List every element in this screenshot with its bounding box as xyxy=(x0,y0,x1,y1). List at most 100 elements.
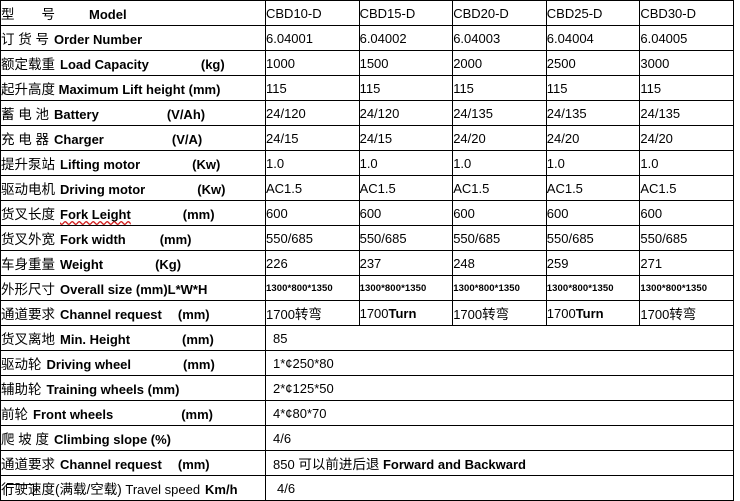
spec-value-cell: 6.04004 xyxy=(546,25,641,51)
spec-value-cell-merged: 85 xyxy=(265,325,734,351)
spec-value-cell: 550/685 xyxy=(265,225,360,251)
spec-value-cell: 550/685 xyxy=(359,225,454,251)
spec-value-cell: 550/685 xyxy=(546,225,641,251)
spec-label-english: Weight xyxy=(60,257,104,272)
spec-value-cell: 3000 xyxy=(639,50,734,76)
table-row: 前轮 Front wheels (mm) 4*¢80*70 xyxy=(0,400,734,426)
spec-label-chinese: 货叉离地 xyxy=(1,332,55,347)
spec-label-cell: 辅助轮 Training wheels (mm) xyxy=(0,375,266,401)
spec-label-chinese: 提升泵站 xyxy=(1,157,55,172)
spec-label-english: Front wheels xyxy=(33,407,114,422)
spec-value-cell: AC1.5 xyxy=(639,175,734,201)
spec-label-english: Fork Leight xyxy=(60,207,131,222)
spec-label-unit: (V/Ah) xyxy=(166,107,206,122)
spec-value-cell: 24/15 xyxy=(265,125,360,151)
spec-value-cell: 2000 xyxy=(452,50,547,76)
spec-label-english: Battery xyxy=(54,107,99,122)
spec-value-cell: AC1.5 xyxy=(359,175,454,201)
spec-value-cell: 550/685 xyxy=(639,225,734,251)
spec-value-cell: 6.04002 xyxy=(359,25,454,51)
spec-label-english: Travel speed xyxy=(125,482,201,497)
spec-value-cell: 600 xyxy=(452,200,547,226)
spec-label-chinese: 车身重量 xyxy=(1,257,55,272)
spec-value-number: 850 xyxy=(273,457,295,472)
spec-value-cell-merged: 4/6 xyxy=(265,475,734,501)
spec-value-cell: 1300*800*1350 xyxy=(452,275,547,301)
spec-value-cell: 1700转弯 xyxy=(639,300,734,326)
spec-value-cell: AC1.5 xyxy=(546,175,641,201)
spec-value-cell: 600 xyxy=(359,200,454,226)
spec-label-chinese: 辅助轮 xyxy=(1,382,42,397)
spec-label-unit: (mm) xyxy=(182,332,214,347)
spec-label-unit: (mm) xyxy=(177,307,210,322)
spec-value-cell: 6.04001 xyxy=(265,25,360,51)
spec-label-chinese: 起升高度 xyxy=(1,82,55,97)
spec-value-cell: 1000 xyxy=(265,50,360,76)
spec-label-english: Training wheels (mm) xyxy=(46,382,180,397)
spec-value-cell: CBD20-D xyxy=(452,0,547,26)
spec-label-english: Model xyxy=(89,7,127,22)
spec-label-chinese: 型 号 xyxy=(1,7,55,22)
table-row: 通道要求 Channel request (mm) 1700转弯 1700Turn 170… xyxy=(0,300,734,326)
spec-label-cell: 起升高度 Maximum Lift height (mm) xyxy=(0,75,266,101)
spec-value-cell: 1700转弯 xyxy=(452,300,547,326)
spec-value-cell: 259 xyxy=(546,250,641,276)
spec-value-cell: 115 xyxy=(452,75,547,101)
spec-value-english: Forward and Backward xyxy=(382,457,526,472)
table-row: 外形尺寸 Overall size (mm)L*W*H 1300*800*1350 1… xyxy=(0,275,734,301)
spec-value-cell: 115 xyxy=(265,75,360,101)
spec-value-cell: 550/685 xyxy=(452,225,547,251)
spec-label-cell: 充 电 器 Charger (V/A) xyxy=(0,125,266,151)
spec-label-cell: 通道要求 Channel request (mm) xyxy=(0,450,266,476)
spec-value-suffix: 转弯 xyxy=(482,307,510,322)
spec-value-cell: 115 xyxy=(359,75,454,101)
spec-value-cell: 600 xyxy=(639,200,734,226)
spec-value-cell: 226 xyxy=(265,250,360,276)
spec-label-unit: (mm) xyxy=(182,207,215,222)
spec-value-cell: 1500 xyxy=(359,50,454,76)
table-row: 车身重量 Weight (Kg) 226 237 248 259 271 xyxy=(0,250,734,276)
spec-label-cell: 外形尺寸 Overall size (mm)L*W*H xyxy=(0,275,266,301)
spec-label-unit: (mm) xyxy=(177,457,210,472)
spec-value-cell: CBD25-D xyxy=(546,0,641,26)
spec-label-cell: 前轮 Front wheels (mm) xyxy=(0,400,266,426)
spec-label-cell: 货叉外宽 Fork width (mm) xyxy=(0,225,266,251)
spec-value-cell: 24/135 xyxy=(639,100,734,126)
table-row: 蓄 电 池 Battery (V/Ah) 24/120 24/120 24/135 24/1… xyxy=(0,100,734,126)
spec-label-chinese: 货叉外宽 xyxy=(1,232,55,247)
spec-label-unit: (mm) xyxy=(159,232,192,247)
spec-value-cell: 24/20 xyxy=(452,125,547,151)
table-row: 订 货 号 Order Number 6.04001 6.04002 6.04003 6.… xyxy=(0,25,734,51)
spec-label-english: Fork width xyxy=(60,232,126,247)
spec-value-number: 1700 xyxy=(453,307,483,322)
spec-label-unit: (kg) xyxy=(200,57,225,72)
table-row: 爬 坡 度 Climbing slope (%) 4/6 xyxy=(0,425,734,451)
spec-value-cell: 600 xyxy=(546,200,641,226)
spec-label-unit: (mm) xyxy=(181,407,213,422)
spec-value-cell-merged: 850 可以前进后退 Forward and Backward xyxy=(265,450,734,476)
spec-value-cell: 1300*800*1350 xyxy=(546,275,641,301)
spec-value-chinese: 可以前进后退 xyxy=(298,457,380,472)
spec-value-cell: 24/120 xyxy=(359,100,454,126)
table-row: 货叉长度 Fork Leight (mm) 600 600 600 600 600 xyxy=(0,200,734,226)
table-row: 驱动电机 Driving motor (Kw) AC1.5 AC1.5 AC1.5 AC1.… xyxy=(0,175,734,201)
spec-value-cell: 1.0 xyxy=(546,150,641,176)
spec-value-cell: 1.0 xyxy=(452,150,547,176)
spec-label-chinese: 充 电 器 xyxy=(1,132,50,147)
spec-label-cell: 通道要求 Channel request (mm) xyxy=(0,300,266,326)
spec-label-cell: 驱动轮 Driving wheel (mm) xyxy=(0,350,266,376)
spec-value-cell: 24/135 xyxy=(546,100,641,126)
spec-label-cell: 货叉离地 Min. Height (mm) xyxy=(0,325,266,351)
spec-label-english: Min. Height xyxy=(60,332,131,347)
spec-label-cell: 蓄 电 池 Battery (V/Ah) xyxy=(0,100,266,126)
table-row: 起升高度 Maximum Lift height (mm) 115 115 115 11… xyxy=(0,75,734,101)
spec-label-chinese: 爬 坡 度 xyxy=(1,432,50,447)
spec-label-english: Driving motor xyxy=(60,182,146,197)
spec-value-cell: 24/120 xyxy=(265,100,360,126)
spec-label-chinese: 驱动轮 xyxy=(1,357,42,372)
table-row: 型 号 Model CBD10-D CBD15-D CBD20-D CBD25-D CBD3… xyxy=(0,0,734,26)
spec-label-english: Overall size (mm)L*W*H xyxy=(60,282,208,297)
spec-value-number: 1700 xyxy=(359,305,389,321)
